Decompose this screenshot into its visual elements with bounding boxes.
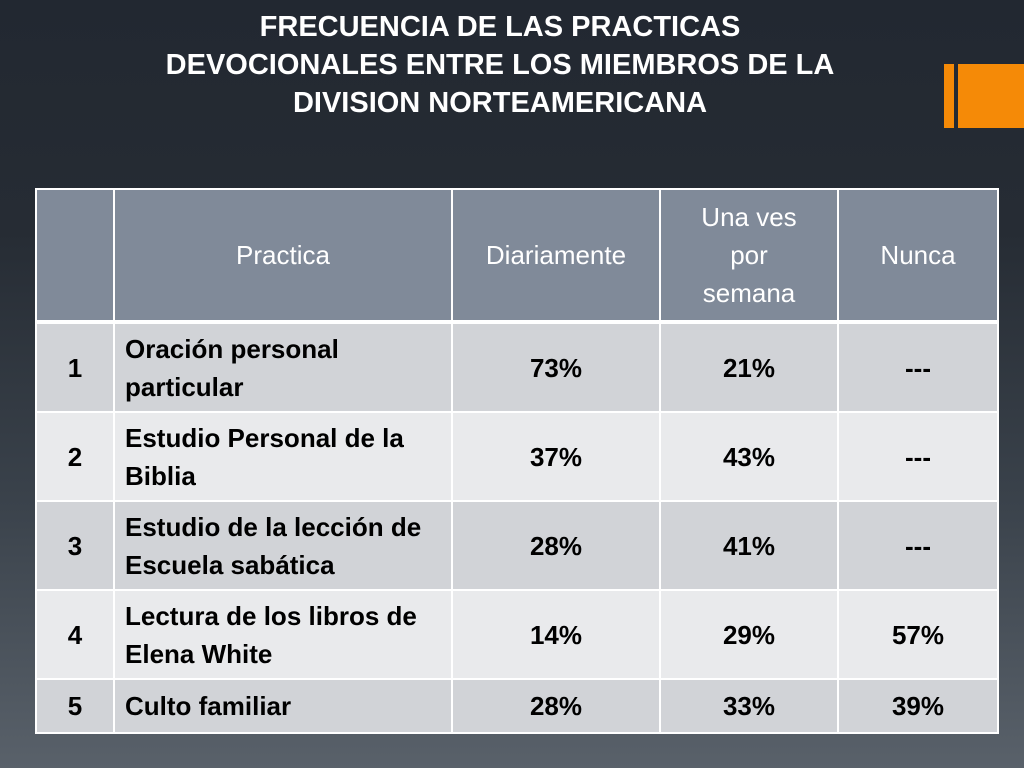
row-daily: 28% xyxy=(451,678,661,734)
row-never: --- xyxy=(837,500,999,591)
table-header-row: Practica Diariamente Una ves por semana … xyxy=(35,188,999,323)
row-weekly: 33% xyxy=(659,678,839,734)
row-daily: 73% xyxy=(451,321,661,413)
title-line: DEVOCIONALES ENTRE LOS MIEMBROS DE LA xyxy=(165,49,835,81)
header-never: Nunca xyxy=(837,188,999,323)
header-weekly: Una ves por semana xyxy=(659,188,839,323)
slide-title: FRECUENCIA DE LAS PRACTICAS DEVOCIONALES… xyxy=(60,8,940,122)
table-row: 1 Oración personal particular 73% 21% --… xyxy=(35,321,999,413)
row-never: --- xyxy=(837,411,999,502)
row-number: 1 xyxy=(35,321,115,413)
row-practice: Lectura de los libros de Elena White xyxy=(113,589,453,680)
title-line: FRECUENCIA DE LAS PRACTICAS xyxy=(259,11,741,43)
row-daily: 28% xyxy=(451,500,661,591)
table-row: 4 Lectura de los libros de Elena White 1… xyxy=(35,589,999,680)
devotional-practices-table: Practica Diariamente Una ves por semana … xyxy=(35,188,999,734)
table-row: 2 Estudio Personal de la Biblia 37% 43% … xyxy=(35,411,999,502)
row-never: 39% xyxy=(837,678,999,734)
row-practice: Estudio Personal de la Biblia xyxy=(113,411,453,502)
header-weekly-line: semana xyxy=(702,278,796,308)
header-practice: Practica xyxy=(113,188,453,323)
row-number: 2 xyxy=(35,411,115,502)
accent-bar-thin xyxy=(944,64,954,128)
row-daily: 37% xyxy=(451,411,661,502)
table-row: 3 Estudio de la lección de Escuela sabát… xyxy=(35,500,999,591)
row-number: 4 xyxy=(35,589,115,680)
row-weekly: 29% xyxy=(659,589,839,680)
table-row: 5 Culto familiar 28% 33% 39% xyxy=(35,678,999,734)
row-never: 57% xyxy=(837,589,999,680)
row-weekly: 21% xyxy=(659,321,839,413)
row-never: --- xyxy=(837,321,999,413)
row-practice: Estudio de la lección de Escuela sabátic… xyxy=(113,500,453,591)
header-number xyxy=(35,188,115,323)
header-daily: Diariamente xyxy=(451,188,661,323)
row-practice: Culto familiar xyxy=(113,678,453,734)
row-weekly: 43% xyxy=(659,411,839,502)
header-weekly-line: Una ves xyxy=(701,202,797,232)
row-practice: Oración personal particular xyxy=(113,321,453,413)
row-number: 5 xyxy=(35,678,115,734)
row-daily: 14% xyxy=(451,589,661,680)
accent-bar-thick xyxy=(958,64,1024,128)
header-weekly-line: por xyxy=(730,240,768,270)
row-weekly: 41% xyxy=(659,500,839,591)
title-line: DIVISION NORTEAMERICANA xyxy=(292,87,708,119)
row-number: 3 xyxy=(35,500,115,591)
